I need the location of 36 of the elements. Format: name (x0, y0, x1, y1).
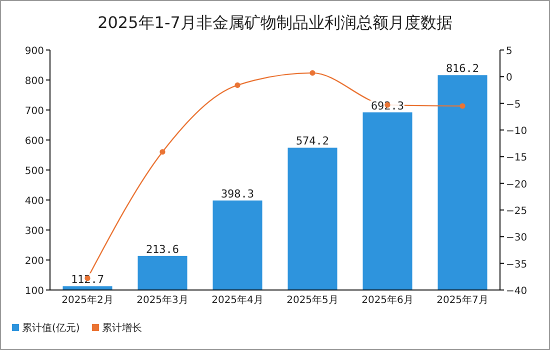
y2-tick-label: −5 (506, 99, 521, 110)
x-tick-label: 2025年5月 (286, 294, 338, 306)
y-tick-label: 900 (24, 46, 44, 57)
point (160, 149, 166, 155)
y-tick-label: 300 (24, 226, 44, 237)
x-tick-label: 2025年6月 (362, 294, 414, 306)
y-tick-label: 500 (24, 166, 44, 177)
x-tick-label: 2025年3月 (136, 294, 188, 306)
y2-tick-label: −20 (506, 179, 528, 190)
data-label: 398.3 (220, 188, 254, 201)
point (310, 70, 316, 76)
y2-tick-label: −35 (506, 259, 528, 270)
y-tick-label: 600 (24, 136, 44, 147)
point (460, 103, 466, 109)
y2-tick-label: −40 (506, 286, 528, 297)
y-tick-label: 700 (24, 106, 44, 117)
y-tick-label: 100 (24, 286, 44, 297)
y-tick-label: 200 (24, 256, 44, 267)
data-label: 574.2 (296, 134, 330, 148)
y-tick-label: 400 (24, 196, 44, 207)
point (234, 82, 240, 88)
y2-tick-label: −10 (506, 126, 528, 137)
y2-tick-label: −25 (506, 206, 528, 217)
x-tick-label: 2025年4月 (212, 294, 264, 306)
chart-title: 2025年1-7月非金属矿物制品业利润总额月度数据 (98, 13, 452, 32)
y2-tick-label: −15 (506, 152, 528, 164)
y2-tick-label: 0 (506, 72, 512, 84)
legend-label: 累计值(亿元) (22, 322, 80, 334)
data-label: 213.6 (146, 242, 180, 256)
legend-label: 累计增长 (102, 322, 142, 334)
y-tick-label: 800 (24, 76, 44, 87)
data-label: 816.2 (446, 62, 480, 76)
x-tick-label: 2025年7月 (436, 294, 488, 306)
x-tick-label: 2025年2月 (62, 294, 114, 306)
y2-tick-label: −30 (506, 232, 528, 244)
y2-tick-label: 5 (506, 46, 512, 57)
